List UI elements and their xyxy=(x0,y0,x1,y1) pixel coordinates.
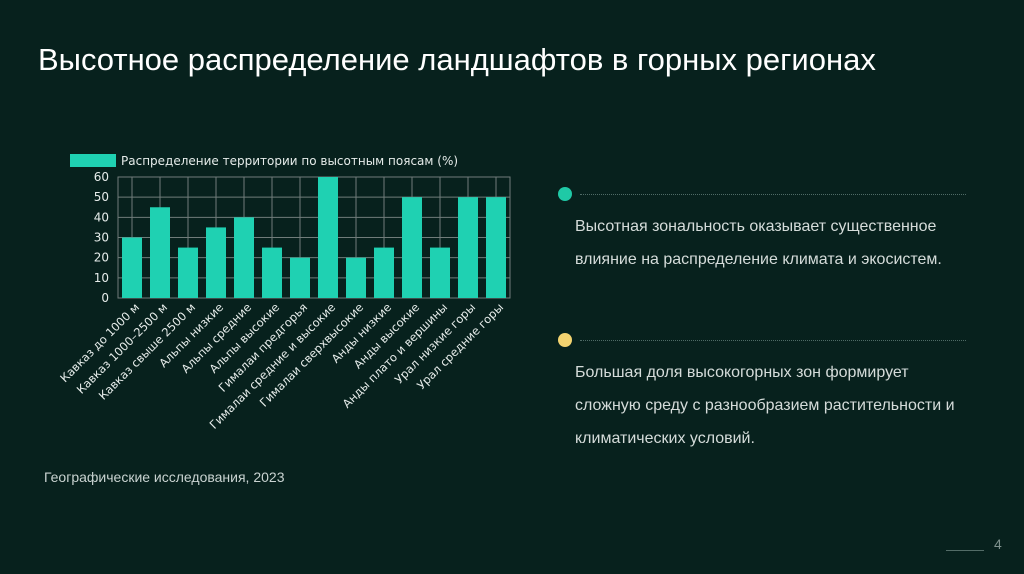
slide-title: Высотное распределение ландшафтов в горн… xyxy=(38,42,876,77)
dotted-divider xyxy=(580,340,966,341)
bar xyxy=(290,257,310,298)
chart-grid xyxy=(117,176,511,299)
y-tick-label: 30 xyxy=(94,231,109,245)
bar xyxy=(486,197,506,298)
bar xyxy=(458,197,478,298)
page-divider xyxy=(946,550,984,551)
bar xyxy=(318,177,338,298)
bar xyxy=(122,237,142,298)
page-number: 4 xyxy=(994,536,1002,552)
key-point-text: Высотная зональность оказывает существен… xyxy=(575,218,942,268)
bar xyxy=(178,247,198,298)
chart-bars xyxy=(122,177,506,298)
bar xyxy=(206,227,226,298)
teal-dot-icon xyxy=(558,187,572,201)
bar xyxy=(430,247,450,298)
y-tick-label: 60 xyxy=(94,170,109,184)
bar xyxy=(346,257,366,298)
legend-label: Распределение территории по высотным поя… xyxy=(121,154,458,168)
legend-swatch xyxy=(70,154,116,167)
chart-legend: Распределение территории по высотным поя… xyxy=(70,154,458,168)
bar xyxy=(402,197,422,298)
key-point-text: Большая доля высокогорных зон формирует … xyxy=(575,364,955,447)
y-tick-label: 10 xyxy=(94,271,109,285)
source-caption: Географические исследования, 2023 xyxy=(44,469,285,485)
bar-chart: Распределение территории по высотным поя… xyxy=(57,154,511,432)
y-tick-label: 20 xyxy=(94,251,109,265)
y-tick-label: 0 xyxy=(101,291,109,305)
bar xyxy=(262,247,282,298)
y-tick-label: 40 xyxy=(94,210,109,224)
bar xyxy=(234,217,254,298)
bar xyxy=(374,247,394,298)
dotted-divider xyxy=(580,194,966,195)
y-tick-label: 50 xyxy=(94,190,109,204)
bar xyxy=(150,207,170,298)
y-axis-ticks: 0 10 20 30 40 50 60 xyxy=(94,170,109,305)
yellow-dot-icon xyxy=(558,333,572,347)
